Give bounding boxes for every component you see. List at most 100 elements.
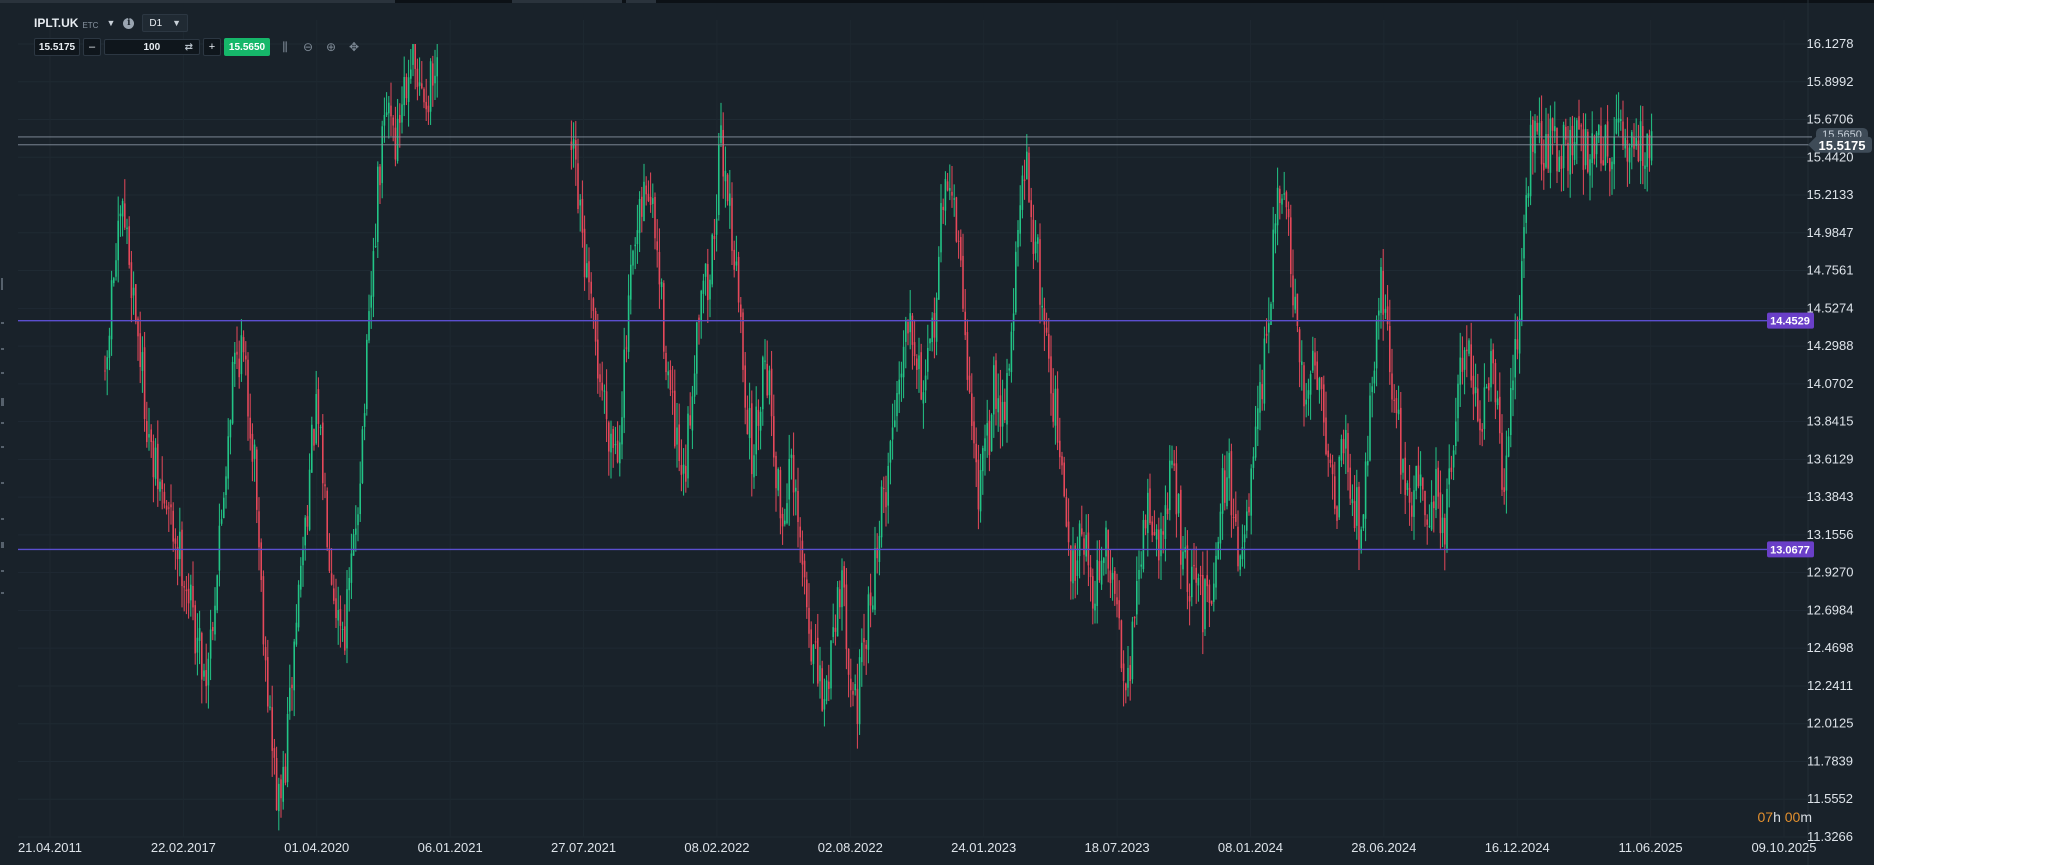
candle [1468, 338, 1470, 357]
candle [291, 677, 293, 711]
candle [436, 44, 438, 98]
timeframe-select[interactable]: D1 ▼ [142, 14, 189, 32]
candle-body [984, 438, 986, 452]
candle [1125, 682, 1127, 704]
candle [916, 354, 918, 389]
candle-body [966, 332, 969, 380]
candle-body [1496, 398, 1499, 406]
candle [1336, 505, 1338, 530]
candle-body [1138, 569, 1140, 580]
candle [907, 319, 909, 346]
candle [1521, 247, 1523, 327]
candle-body [1516, 339, 1519, 350]
candle [724, 146, 727, 208]
candle [786, 483, 788, 525]
time-axis[interactable]: 21.04.2011 22.02.2017 01.04.2020 06.01.2021… [18, 840, 1817, 855]
candle [1573, 117, 1576, 166]
candles-icon[interactable]: ⫼ [282, 40, 288, 54]
candle-body [234, 352, 236, 365]
candle [790, 448, 793, 480]
candle-body [1028, 152, 1030, 202]
candle-body [1320, 377, 1323, 389]
candle [326, 487, 328, 552]
candle-body [1089, 567, 1092, 578]
sell-price-button[interactable]: 15.5175 [34, 38, 80, 56]
candle [630, 244, 632, 315]
candle [757, 399, 760, 451]
candle [335, 578, 337, 629]
candle-body [1477, 388, 1479, 421]
candle-body [847, 648, 850, 675]
candle-body [1199, 575, 1202, 577]
candle [801, 530, 804, 587]
chart-panel[interactable]: 14.4529 13.0677 15.5650 15.5175 16.1278 15.8… [0, 0, 1874, 865]
price-chart[interactable]: 14.4529 13.0677 15.5650 15.5175 16.1278 15.8… [0, 0, 1874, 865]
candle-body [865, 644, 867, 649]
candle-body [205, 670, 207, 687]
candle [1595, 130, 1598, 168]
plus-icon[interactable]: + [203, 38, 221, 56]
candle [1543, 139, 1545, 190]
candle [946, 172, 949, 192]
candle [1197, 573, 1200, 602]
candle [150, 424, 152, 458]
candle [920, 343, 922, 401]
level-badge [1767, 541, 1814, 558]
buy-price-button[interactable]: 15.5650 [224, 38, 270, 56]
candle [366, 334, 368, 416]
info-icon[interactable]: i [123, 17, 135, 29]
candle [1041, 287, 1043, 322]
candle [1648, 129, 1651, 172]
chevron-down-icon[interactable]: ▼ [106, 18, 116, 28]
candle [944, 171, 947, 226]
candle-body [262, 576, 265, 645]
candle [1254, 405, 1257, 461]
candle-body [124, 203, 126, 228]
candle-body [832, 627, 834, 637]
candle [273, 738, 276, 775]
candle-body [1228, 452, 1230, 479]
candle [313, 428, 315, 451]
candle [698, 314, 700, 345]
drawing-tools-rail[interactable] [0, 270, 8, 610]
candle-body [1149, 488, 1151, 523]
candle-body [1532, 119, 1534, 152]
candle-body [1230, 451, 1233, 516]
candle [817, 613, 819, 687]
candle [1208, 579, 1211, 628]
candle-body [889, 441, 892, 463]
candle-body [1408, 487, 1411, 503]
candle-body [1285, 192, 1288, 208]
candle [163, 483, 166, 509]
candle [1529, 110, 1532, 206]
candle-body [698, 317, 700, 323]
candle-body [770, 368, 773, 417]
candle [1424, 490, 1426, 527]
candle-body [1375, 319, 1378, 369]
candle-body [1468, 340, 1470, 354]
swap-icon[interactable]: ⇄ [184, 41, 193, 53]
candle [982, 445, 984, 495]
candle [876, 533, 878, 574]
symbol-name[interactable]: IPLT.UK [34, 16, 79, 30]
candle [1492, 343, 1494, 385]
zoom-out-icon[interactable]: ⊖ [302, 40, 314, 54]
candle [949, 164, 951, 201]
candle-body [137, 318, 139, 337]
candle [432, 55, 434, 107]
candle [832, 603, 834, 644]
minus-icon[interactable]: – [83, 38, 101, 56]
candle [1349, 453, 1351, 506]
candle-body [1067, 521, 1070, 543]
candle-body [1263, 338, 1266, 404]
crosshair-icon[interactable]: ✥ [348, 40, 360, 54]
quantity-field[interactable]: 100 ⇄ [104, 39, 200, 55]
candle [1538, 97, 1541, 144]
price-axis[interactable]: 16.1278 15.8992 15.6706 15.4420 15.2133 14.98… [1807, 36, 1854, 844]
candle [401, 86, 403, 134]
zoom-in-icon[interactable]: ⊕ [325, 40, 337, 54]
candle-body [1217, 541, 1219, 560]
candle [1532, 116, 1534, 175]
candle [1613, 117, 1615, 190]
